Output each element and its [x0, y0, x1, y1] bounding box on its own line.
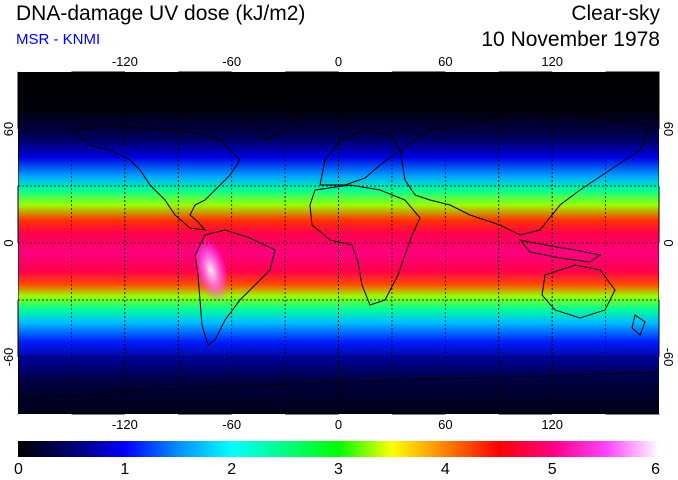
- border-tick-left: [15, 129, 18, 186]
- lon-tick-label: 120: [541, 417, 563, 432]
- lat-tick-label: 60: [1, 122, 16, 136]
- andes-hotspot: [193, 236, 229, 304]
- border-tick-right: [659, 243, 662, 300]
- border-tick-right: [659, 129, 662, 186]
- colorbar-tick-label: 0: [14, 461, 23, 478]
- border-tick-right: [659, 357, 662, 414]
- border-tick-top: [445, 69, 499, 72]
- coastline-antarctica: [17, 371, 660, 401]
- border-tick-left: [15, 357, 18, 414]
- border-tick-bottom: [231, 414, 286, 417]
- coastline-indonesia: [518, 239, 602, 263]
- lat-tick-label: -60: [1, 348, 16, 367]
- border-tick-bottom: [124, 414, 179, 417]
- border-tick-bottom: [338, 414, 392, 417]
- lat-labels-right: 60 0 -60: [661, 122, 676, 367]
- border-tick-bottom: [445, 414, 499, 417]
- lon-tick-label: 60: [438, 54, 452, 69]
- lat-tick-label: 0: [1, 239, 16, 246]
- lon-tick-label: -120: [112, 417, 138, 432]
- colorbar-strip: [18, 441, 659, 457]
- lat-labels-left: 60 0 -60: [1, 122, 16, 367]
- lon-tick-label: -60: [222, 54, 241, 69]
- lon-tick-label: 0: [335, 417, 342, 432]
- graticule: [18, 72, 659, 414]
- map-frame: -120 -60 0 60 120 -120 -60 0 60 120 60 0 -60 60 0 -6…: [1, 54, 676, 432]
- colorbar-tick-label: 1: [120, 461, 129, 478]
- border-tick-top: [124, 69, 179, 72]
- lon-tick-label: 120: [541, 54, 563, 69]
- border-tick-top: [552, 69, 606, 72]
- lon-tick-label: -60: [222, 417, 241, 432]
- coastline-europe: [319, 129, 401, 186]
- coastline-south-america: [194, 229, 276, 346]
- colorbar-tick-label: 3: [334, 461, 343, 478]
- coastline-new-zealand: [631, 314, 646, 336]
- lat-tick-label: 0: [661, 239, 676, 246]
- colorbar-labels: 0 1 2 3 4 5 6: [14, 461, 660, 478]
- sky-condition-label: Clear-sky: [571, 2, 660, 25]
- border-tick-bottom: [552, 414, 606, 417]
- border-tick-top: [338, 69, 392, 72]
- border-ticks: [15, 69, 662, 417]
- lon-tick-label: 60: [438, 417, 452, 432]
- colorbar: 0 1 2 3 4 5 6: [14, 441, 660, 478]
- lon-labels-top: -120 -60 0 60 120: [112, 54, 563, 69]
- colorbar-tick-label: 5: [548, 461, 557, 478]
- lat-tick-label: -60: [661, 348, 676, 367]
- lat-tick-label: 60: [661, 122, 676, 136]
- source-label: MSR - KNMI: [16, 31, 101, 48]
- border-tick-top: [231, 69, 286, 72]
- lon-tick-label: 0: [335, 54, 342, 69]
- coastline-north-america: [68, 125, 241, 231]
- border-tick-left: [15, 243, 18, 300]
- map-title: DNA-damage UV dose (kJ/m2): [16, 2, 306, 25]
- coastline-asia: [399, 114, 651, 236]
- date-label: 10 November 1978: [481, 28, 660, 51]
- colorbar-tick-label: 2: [227, 461, 236, 478]
- border-tick-bottom: [18, 414, 72, 417]
- coastline-africa: [309, 184, 421, 306]
- colorbar-tick-label: 6: [651, 461, 660, 478]
- lon-labels-bottom: -120 -60 0 60 120: [112, 417, 563, 432]
- colorbar-tick-label: 4: [441, 461, 450, 478]
- lon-tick-label: -120: [112, 54, 138, 69]
- border-tick-top: [18, 69, 72, 72]
